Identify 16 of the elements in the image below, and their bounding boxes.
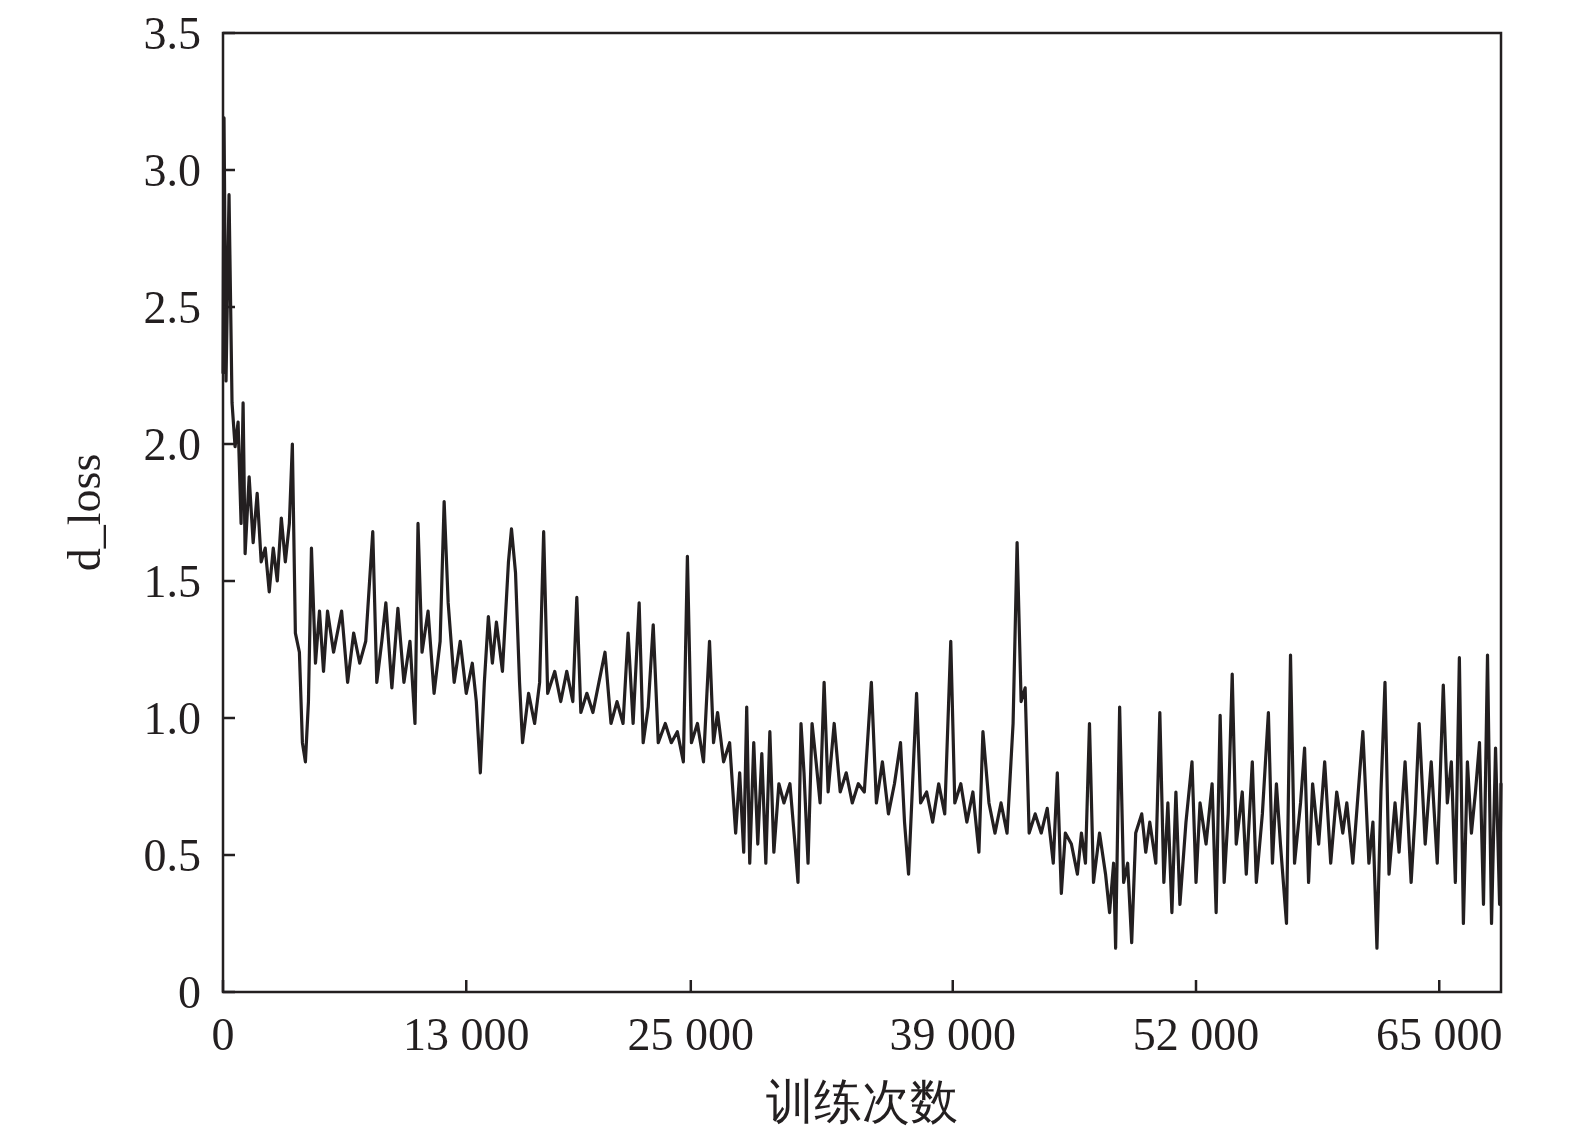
x-tick-label: 52 000 [1132, 1009, 1260, 1060]
x-tick-label: 65 000 [1376, 1009, 1503, 1060]
x-axis-title: 训练次数 [766, 1075, 958, 1128]
y-tick-label: 2.5 [143, 282, 201, 333]
y-tick-label: 2.0 [143, 419, 201, 470]
x-tick-label: 25 000 [627, 1009, 755, 1060]
y-axis-title: d_loss [59, 453, 110, 572]
y-tick-label: 3.5 [143, 8, 201, 59]
y-tick-label: 3.0 [143, 145, 201, 196]
x-tick-label: 0 [211, 1009, 235, 1060]
x-tick-label: 39 000 [889, 1009, 1016, 1060]
y-tick-label: 0 [178, 967, 201, 1018]
y-tick-label: 1.5 [143, 556, 201, 607]
y-tick-label: 0.5 [143, 830, 201, 881]
y-tick-label: 1.0 [143, 693, 201, 744]
x-tick-label: 13 000 [403, 1009, 530, 1060]
